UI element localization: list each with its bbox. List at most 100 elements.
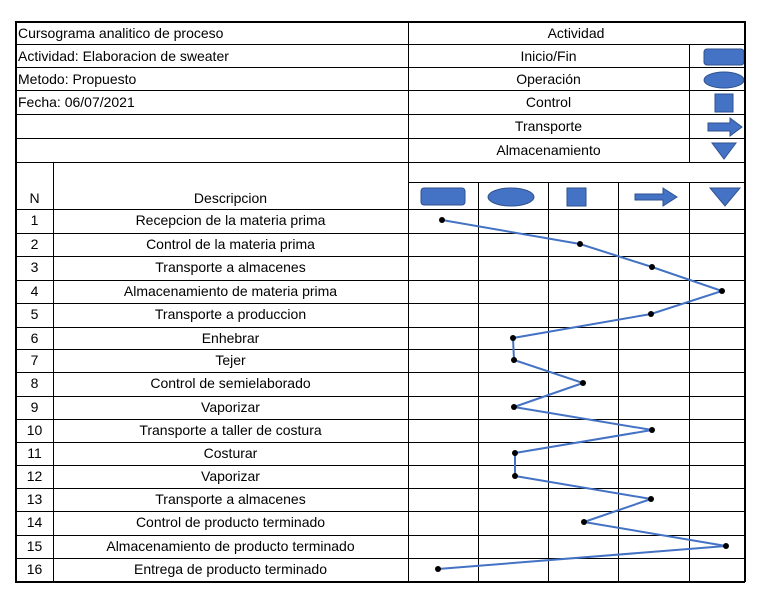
step-number: 3 [30, 259, 39, 275]
grid-line [16, 442, 744, 443]
step-description: Transporte a taller de costura [139, 422, 322, 438]
step-number: 2 [30, 236, 39, 252]
grid-line [16, 256, 744, 257]
flow-point [719, 288, 725, 294]
flow-line [437, 219, 727, 570]
flow-point [512, 450, 518, 456]
step-number: 13 [26, 491, 43, 507]
step-number: 11 [27, 445, 42, 461]
step-number: 16 [26, 561, 43, 577]
grid-line [16, 419, 744, 420]
legend-label-transporte: Transporte [514, 118, 583, 134]
flow-point [648, 496, 654, 502]
ellipse-icon [487, 187, 535, 207]
step-number: 7 [30, 352, 39, 368]
grid-line [16, 488, 744, 489]
step-number: 14 [26, 514, 43, 530]
legend-label-almacenamiento: Almacenamiento [496, 142, 601, 158]
arrow-right-icon [707, 117, 743, 137]
grid-line [15, 21, 745, 23]
flow-point [648, 311, 654, 317]
grid-line [16, 396, 744, 397]
step-description: Transporte a produccion [154, 306, 307, 322]
square-icon [566, 187, 587, 207]
grid-line [16, 511, 744, 512]
column-n-header: N [29, 190, 40, 206]
grid-line [15, 581, 745, 583]
grid-line [16, 372, 744, 373]
rounded-rect-icon [420, 187, 466, 206]
step-number: 9 [30, 399, 39, 415]
flow-point [580, 380, 586, 386]
grid-line [16, 535, 744, 536]
flow-point [510, 335, 516, 341]
step-description: Vaporizar [201, 399, 260, 415]
step-description: Control de semielaborado [150, 375, 311, 391]
flow-point [439, 217, 445, 223]
grid-line [16, 209, 744, 210]
grid-line [548, 182, 549, 581]
grid-line [16, 162, 744, 163]
grid-line [16, 558, 744, 559]
flow-point [649, 427, 655, 433]
legend-label-control: Control [525, 94, 572, 110]
grid-line [15, 21, 17, 582]
step-description: Tejer [215, 352, 246, 368]
step-number: 8 [30, 375, 39, 391]
grid-line [16, 233, 744, 234]
step-number: 1 [30, 212, 39, 228]
activity-heading: Actividad [547, 25, 605, 41]
step-number: 6 [30, 330, 39, 346]
legend-label-inicio-fin: Inicio/Fin [520, 48, 577, 64]
grid-line [16, 327, 744, 328]
grid-line [16, 465, 744, 466]
grid-line [689, 182, 690, 581]
grid-line [16, 280, 744, 281]
step-description: Entrega de producto terminado [133, 561, 327, 577]
flow-point [511, 357, 517, 363]
step-number: 5 [30, 306, 39, 322]
step-description: Almacenamiento de materia prima [123, 283, 338, 299]
step-description: Almacenamiento de producto terminado [106, 538, 355, 554]
chart-title: Cursograma analitico de proceso [18, 25, 224, 41]
step-number: 15 [26, 538, 43, 554]
grid-line [16, 67, 744, 68]
grid-line [16, 90, 744, 91]
grid-line [689, 44, 690, 162]
step-description: Recepcion de la materia prima [135, 212, 326, 228]
grid-line [478, 182, 479, 581]
flow-point [649, 264, 655, 270]
step-description: Enhebrar [201, 330, 260, 346]
legend-label-operacion: Operación [516, 71, 581, 87]
step-number: 12 [26, 468, 43, 484]
step-number: 10 [26, 422, 43, 438]
grid-line [408, 22, 409, 581]
flow-point [512, 473, 518, 479]
flow-point [511, 404, 517, 410]
grid-line [16, 138, 744, 139]
triangle-down-icon [708, 187, 742, 207]
flow-point [581, 519, 587, 525]
step-description: Transporte a almacenes [155, 491, 306, 507]
grid-line [408, 182, 744, 183]
grid-line [744, 21, 746, 582]
grid-line [16, 349, 744, 350]
step-number: 4 [30, 283, 39, 299]
flow-point [577, 241, 583, 247]
step-description: Transporte a almacenes [155, 259, 306, 275]
method: Metodo: Propuesto [18, 71, 137, 87]
grid-line [16, 303, 744, 304]
column-descripcion-header: Descripcion [193, 190, 268, 206]
flow-point [723, 543, 729, 549]
flow-point [435, 566, 441, 572]
date: Fecha: 06/07/2021 [18, 94, 135, 110]
activity-name: Actividad: Elaboracion de sweater [18, 48, 229, 64]
grid-line [618, 182, 619, 581]
step-description: Control de producto terminado [135, 514, 326, 530]
grid-line [53, 162, 54, 581]
grid-line [16, 44, 744, 45]
grid-line [16, 114, 744, 115]
step-description: Vaporizar [201, 468, 260, 484]
step-description: Control de la materia prima [146, 236, 315, 252]
